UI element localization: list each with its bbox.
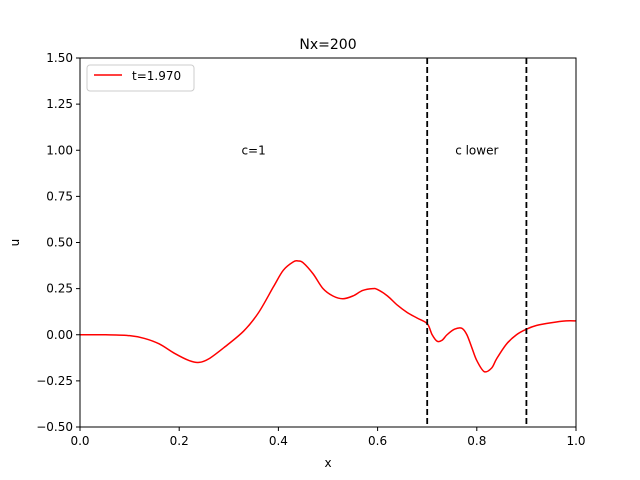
legend-box: [86, 64, 195, 92]
annotation-group: c=1 c lower: [241, 143, 498, 157]
y-axis-label: u: [8, 239, 22, 247]
x-tick-label: 0.0: [70, 434, 89, 448]
y-tick-label: 0.00: [46, 328, 73, 342]
y-tick-label: 0.50: [46, 236, 73, 250]
y-tick-label: 1.25: [46, 97, 73, 111]
legend: t=1.970: [86, 64, 195, 92]
x-tick-label: 0.8: [467, 434, 486, 448]
y-tick-label: 0.25: [46, 282, 73, 296]
x-tick-label: 0.4: [269, 434, 288, 448]
y-tick-label: 1.00: [46, 143, 73, 157]
x-tick-label: 0.6: [368, 434, 387, 448]
region-annotation: c lower: [455, 143, 498, 157]
x-tick-label: 0.2: [170, 434, 189, 448]
region-annotation: c=1: [241, 143, 265, 157]
plot-data-group: [79, 58, 577, 427]
series-line: [79, 260, 577, 373]
y-tick-label: 0.75: [46, 189, 73, 203]
x-tick-label: 1.0: [566, 434, 585, 448]
y-tick-label: −0.50: [36, 420, 73, 434]
y-tick-label: −0.25: [36, 374, 73, 388]
chart-title: Nx=200: [299, 37, 356, 53]
legend-label: t=1.970: [132, 69, 181, 83]
x-axis-label: x: [324, 456, 331, 470]
y-axis: −0.50 −0.25 0.00 0.25 0.50 0.75 1.00 1.25 1.50: [36, 51, 80, 434]
y-tick-label: 1.50: [46, 51, 73, 65]
x-axis: 0.0 0.2 0.4 0.6 0.8 1.0: [70, 427, 586, 448]
